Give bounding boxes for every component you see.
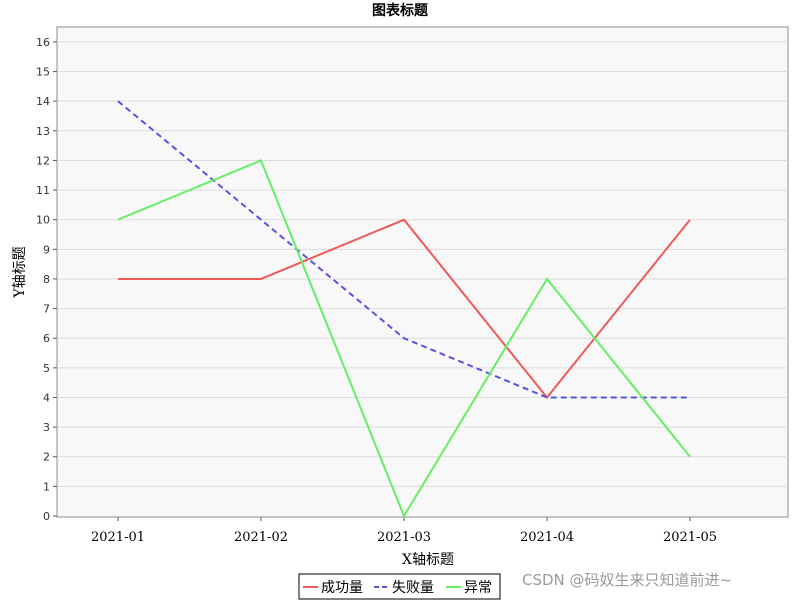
y-tick-label: 1 — [43, 480, 50, 493]
y-tick-label: 15 — [36, 66, 50, 79]
x-tick-label: 2021-04 — [520, 530, 574, 545]
y-axis-label: Y轴标题 — [12, 246, 28, 298]
legend-box — [298, 573, 501, 600]
y-tick-label: 0 — [43, 510, 50, 523]
legend-label-1: 成功量 — [321, 580, 363, 596]
series-lines — [117, 100, 691, 519]
y-tick-label: 10 — [36, 214, 50, 227]
plot-area — [56, 26, 789, 518]
x-tick-label: 2021-02 — [234, 530, 288, 545]
gridlines — [57, 41, 788, 487]
y-tick-label: 2 — [43, 451, 50, 464]
y-tick-label: 3 — [43, 421, 50, 434]
x-axis-label: X轴标题 — [402, 552, 454, 568]
watermark-text: CSDN @码奴生来只知道前进~ — [522, 571, 733, 589]
x-tick-label: 2021-05 — [663, 530, 717, 545]
y-tick-label: 9 — [43, 243, 50, 256]
legend-label-2: 失败量 — [392, 580, 434, 596]
x-tick-label: 2021-03 — [377, 530, 431, 545]
y-tick-label: 8 — [43, 273, 50, 286]
series-line-3 — [117, 159, 691, 519]
y-tick-label: 16 — [36, 36, 50, 49]
y-tick-label: 7 — [43, 303, 50, 316]
y-tick-label: 5 — [43, 362, 50, 375]
chart-title: 图表标题 — [372, 2, 429, 19]
y-tick-label: 12 — [36, 154, 50, 167]
y-tick-label: 14 — [36, 95, 50, 108]
y-tick-label: 4 — [43, 391, 50, 404]
y-tick-label: 13 — [36, 125, 50, 138]
y-tick-label: 6 — [43, 332, 50, 345]
legend-label-3: 异常 — [464, 580, 492, 596]
x-tick-label: 2021-01 — [91, 530, 145, 545]
x-axis: 2021-01 2021-02 2021-03 2021-04 2021-05 — [91, 517, 717, 545]
legend: 成功量 失败量 异常 — [298, 573, 501, 600]
y-tick-label: 11 — [36, 184, 50, 197]
